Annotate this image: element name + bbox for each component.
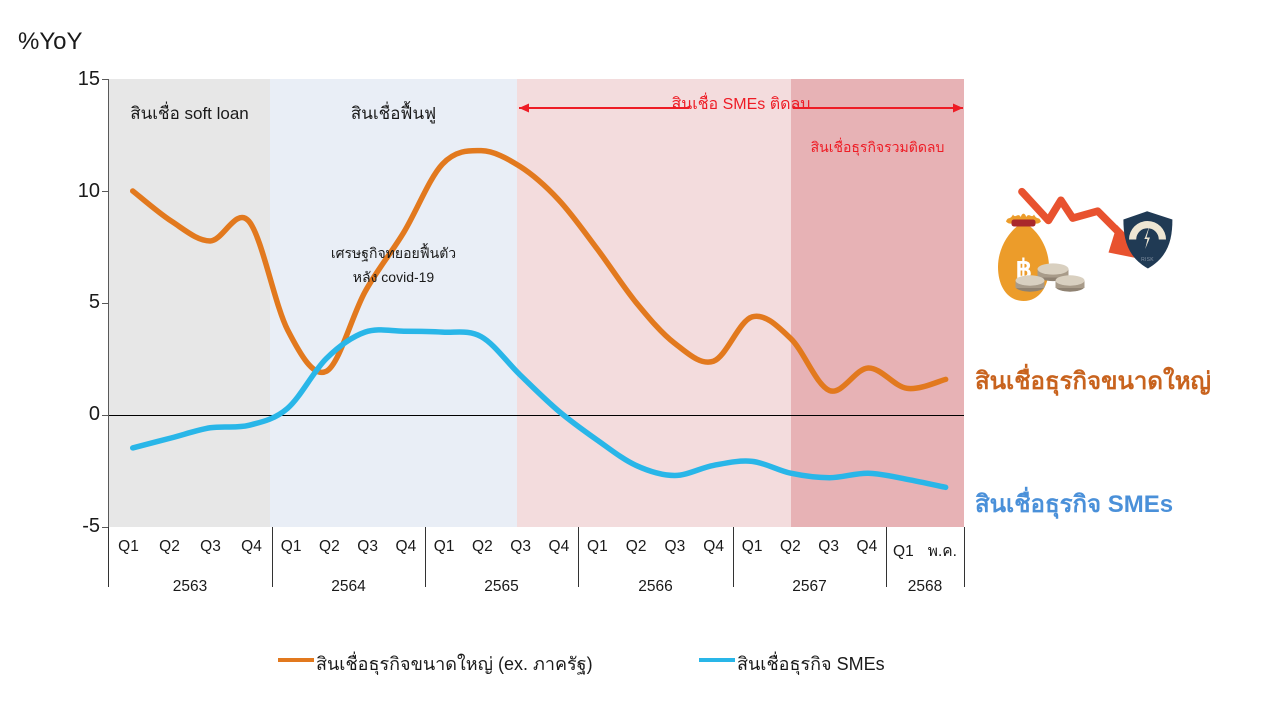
svg-text:RISK: RISK [1141,257,1154,263]
